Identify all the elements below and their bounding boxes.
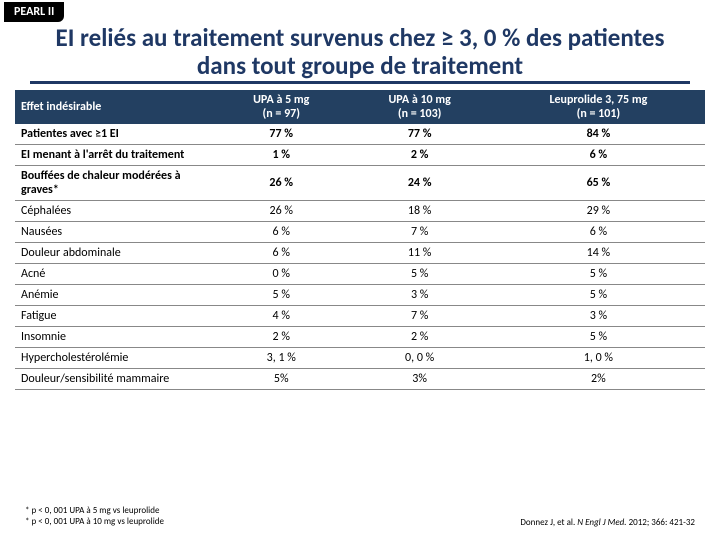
row-value: 3, 1 % xyxy=(215,348,347,369)
row-value: 1, 0 % xyxy=(492,348,705,369)
study-badge: PEARL II xyxy=(4,2,64,22)
row-value: 5 % xyxy=(492,327,705,348)
table-row: Douleur/sensibilité mammaire5%3%2% xyxy=(15,369,705,390)
table-row: Nausées6 %7 %6 % xyxy=(15,222,705,243)
row-value: 6 % xyxy=(492,145,705,166)
row-value: 3 % xyxy=(492,306,705,327)
table-row: Hypercholestérolémie3, 1 %0, 0 %1, 0 % xyxy=(15,348,705,369)
row-value: 0 % xyxy=(215,264,347,285)
row-value: 65 % xyxy=(492,166,705,201)
header-row: Effet indésirable UPA à 5 mg(n = 97) UPA… xyxy=(15,90,705,124)
table-row: Insomnie2 %2 %5 % xyxy=(15,327,705,348)
row-label: Insomnie xyxy=(15,327,215,348)
row-label: Fatigue xyxy=(15,306,215,327)
row-value: 5 % xyxy=(347,264,491,285)
row-value: 4 % xyxy=(215,306,347,327)
row-value: 2% xyxy=(492,369,705,390)
row-value: 3 % xyxy=(347,285,491,306)
row-label: Céphalées xyxy=(15,201,215,222)
row-value: 2 % xyxy=(215,327,347,348)
row-label: Patientes avec ≥1 EI xyxy=(15,124,215,145)
row-value: 18 % xyxy=(347,201,491,222)
row-value: 6 % xyxy=(492,222,705,243)
table-row: Céphalées26 %18 %29 % xyxy=(15,201,705,222)
adverse-events-table: Effet indésirable UPA à 5 mg(n = 97) UPA… xyxy=(15,90,705,390)
citation: Donnez J, et al. N Engl J Med. 2012; 366… xyxy=(520,517,695,528)
row-value: 7 % xyxy=(347,306,491,327)
row-value: 5 % xyxy=(215,285,347,306)
row-label: Douleur/sensibilité mammaire xyxy=(15,369,215,390)
row-value: 29 % xyxy=(492,201,705,222)
row-value: 0, 0 % xyxy=(347,348,491,369)
table-row: Patientes avec ≥1 EI77 %77 %84 % xyxy=(15,124,705,145)
table-row: Fatigue4 %7 %3 % xyxy=(15,306,705,327)
row-value: 7 % xyxy=(347,222,491,243)
row-value: 77 % xyxy=(215,124,347,145)
row-label: Bouffées de chaleur modérées à graves* xyxy=(15,166,215,201)
row-value: 2 % xyxy=(347,327,491,348)
row-value: 11 % xyxy=(347,243,491,264)
row-label: EI menant à l'arrêt du traitement xyxy=(15,145,215,166)
footnotes: * p < 0, 001 UPA à 5 mg vs leuprolide * … xyxy=(25,505,164,528)
row-value: 6 % xyxy=(215,222,347,243)
col-header-leuprolide: Leuprolide 3, 75 mg(n = 101) xyxy=(492,90,705,124)
col-header-upa5: UPA à 5 mg(n = 97) xyxy=(215,90,347,124)
row-value: 84 % xyxy=(492,124,705,145)
row-value: 2 % xyxy=(347,145,491,166)
table-row: Acné0 %5 %5 % xyxy=(15,264,705,285)
row-label: Nausées xyxy=(15,222,215,243)
row-value: 77 % xyxy=(347,124,491,145)
col-header-upa10: UPA à 10 mg(n = 103) xyxy=(347,90,491,124)
row-value: 14 % xyxy=(492,243,705,264)
table-row: Douleur abdominale6 %11 %14 % xyxy=(15,243,705,264)
row-value: 6 % xyxy=(215,243,347,264)
table-row: Anémie5 %3 %5 % xyxy=(15,285,705,306)
row-label: Hypercholestérolémie xyxy=(15,348,215,369)
col-header-effect: Effet indésirable xyxy=(15,90,215,124)
row-value: 26 % xyxy=(215,201,347,222)
row-label: Acné xyxy=(15,264,215,285)
table-row: EI menant à l'arrêt du traitement1 %2 %6… xyxy=(15,145,705,166)
row-value: 1 % xyxy=(215,145,347,166)
row-value: 5% xyxy=(215,369,347,390)
row-value: 24 % xyxy=(347,166,491,201)
table-row: Bouffées de chaleur modérées à graves*26… xyxy=(15,166,705,201)
footnote-1: * p < 0, 001 UPA à 5 mg vs leuprolide xyxy=(25,505,164,517)
row-value: 5 % xyxy=(492,264,705,285)
row-value: 5 % xyxy=(492,285,705,306)
row-label: Anémie xyxy=(15,285,215,306)
page-title: EI reliés au traitement survenus chez ≥ … xyxy=(30,24,690,84)
row-value: 26 % xyxy=(215,166,347,201)
row-label: Douleur abdominale xyxy=(15,243,215,264)
footnote-2: * p < 0, 001 UPA à 10 mg vs leuprolide xyxy=(25,516,164,528)
row-value: 3% xyxy=(347,369,491,390)
